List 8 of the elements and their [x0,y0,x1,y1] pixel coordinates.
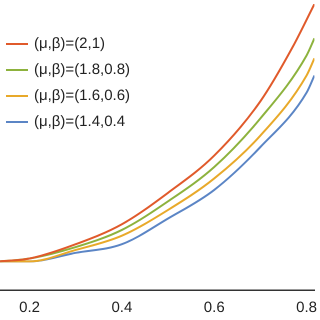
legend-label: (μ,β)=(1.8,0.8) [34,61,130,78]
x-tick-label: 0.4 [111,299,132,316]
legend-label: (μ,β)=(1.6,0.6) [34,87,130,104]
x-tick-label: 0.6 [204,299,225,316]
legend-label: (μ,β)=(2,1) [34,35,106,52]
legend-label: (μ,β)=(1.4,0.4 [34,113,126,130]
x-tick-label: 0.2 [19,299,40,316]
x-tick-label: 0.8 [296,299,318,316]
